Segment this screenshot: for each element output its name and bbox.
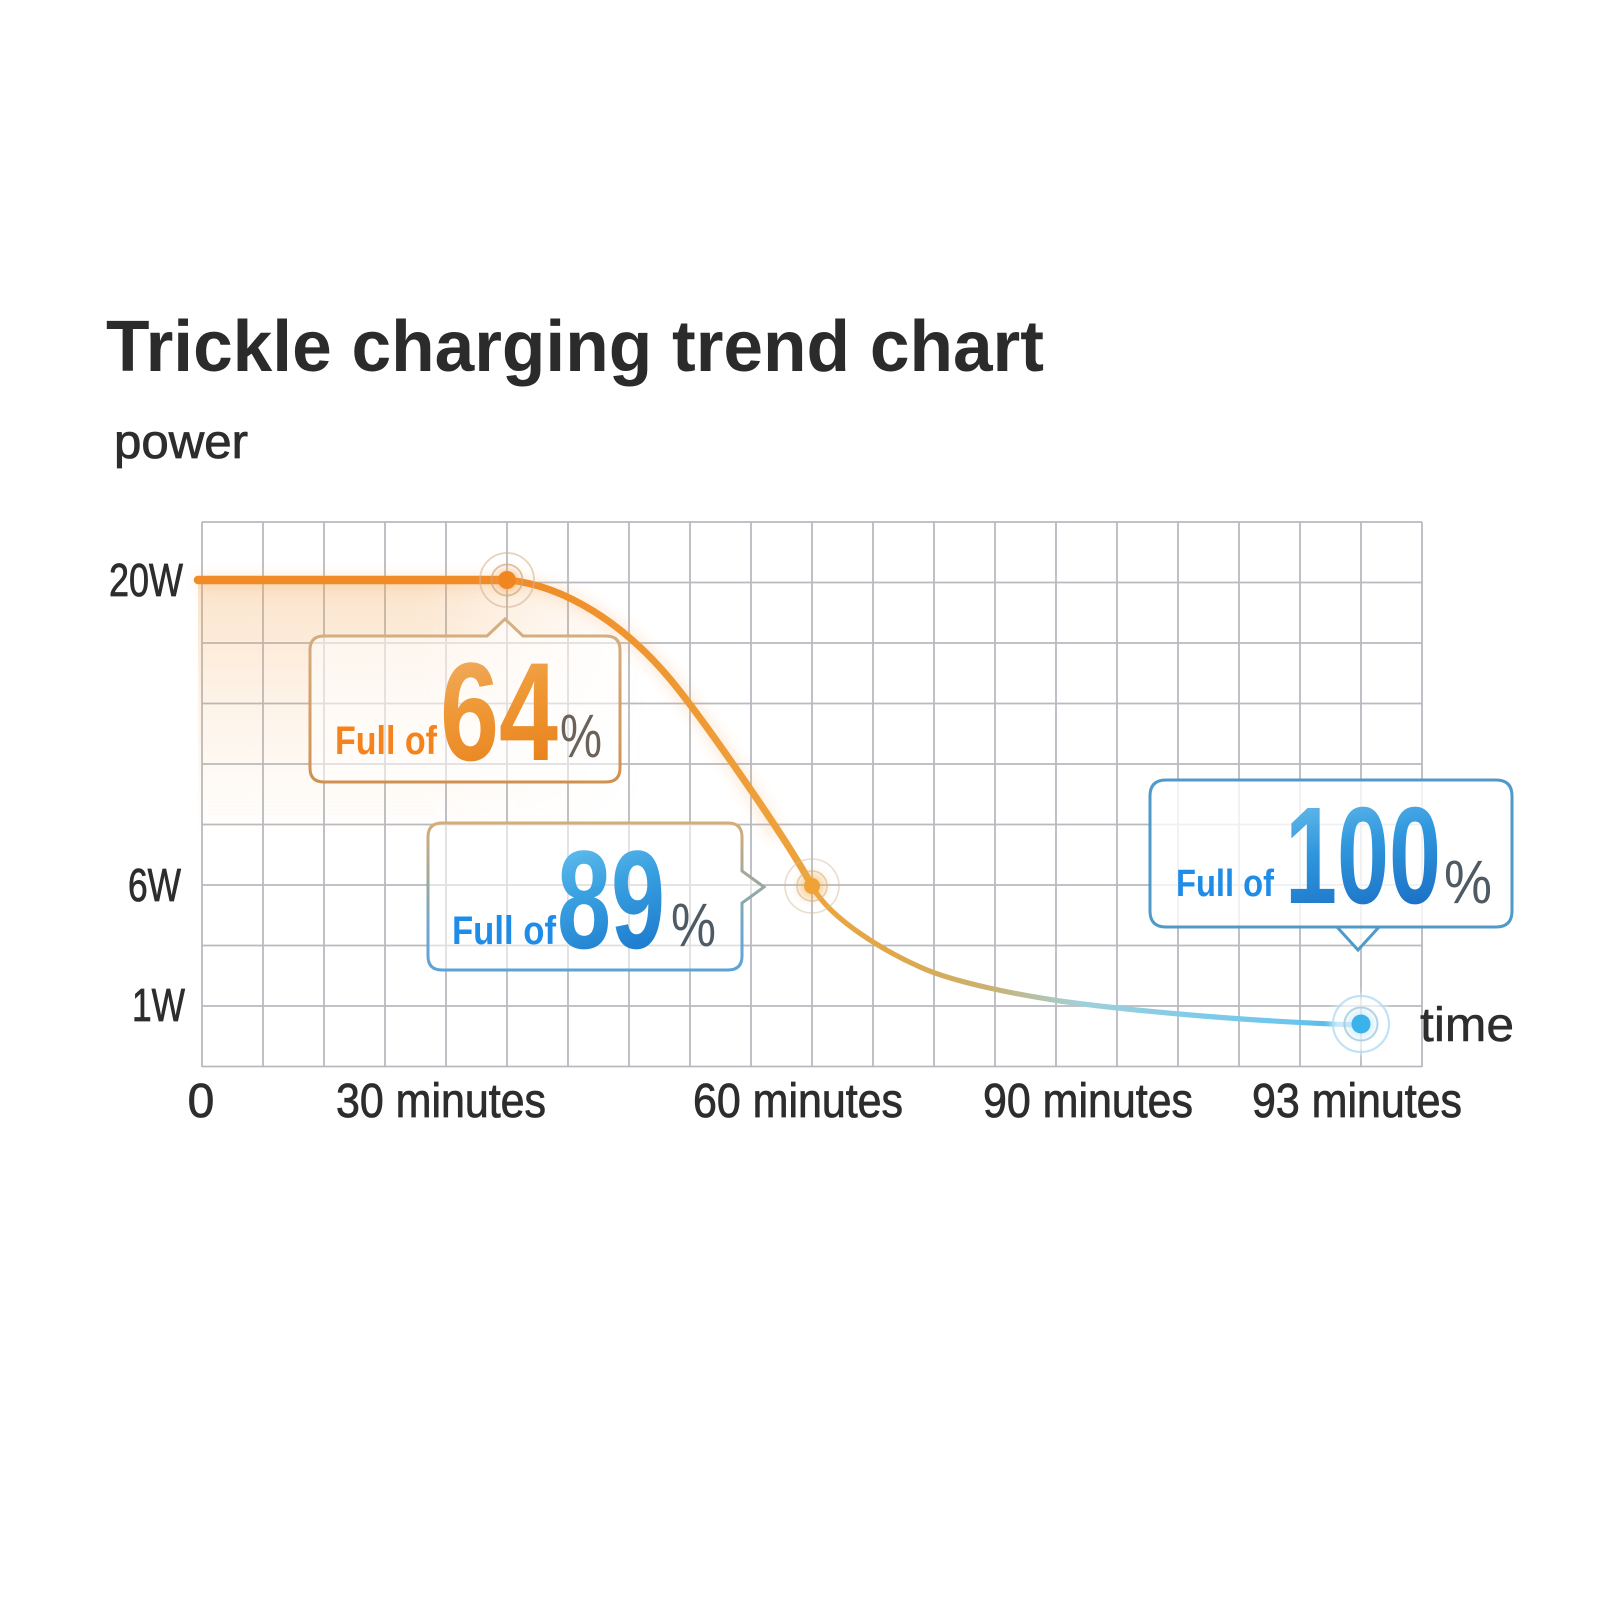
svg-text:90 minutes: 90 minutes bbox=[983, 1075, 1193, 1128]
svg-text:6W: 6W bbox=[128, 859, 181, 911]
svg-text:60 minutes: 60 minutes bbox=[693, 1075, 903, 1128]
svg-text:64: 64 bbox=[440, 633, 558, 790]
svg-text:%: % bbox=[1444, 848, 1492, 916]
svg-text:0: 0 bbox=[188, 1075, 215, 1128]
svg-text:%: % bbox=[560, 702, 602, 770]
svg-text:power: power bbox=[114, 416, 248, 469]
svg-text:89: 89 bbox=[557, 821, 665, 978]
svg-text:Full of: Full of bbox=[335, 719, 438, 763]
svg-text:Full of: Full of bbox=[452, 909, 557, 953]
svg-text:93 minutes: 93 minutes bbox=[1252, 1075, 1462, 1128]
svg-text:time: time bbox=[1420, 999, 1514, 1052]
svg-text:20W: 20W bbox=[109, 554, 183, 606]
svg-text:30 minutes: 30 minutes bbox=[336, 1075, 546, 1128]
svg-text:%: % bbox=[671, 891, 716, 959]
svg-text:Trickle charging trend chart: Trickle charging trend chart bbox=[106, 307, 1044, 387]
svg-text:100: 100 bbox=[1285, 779, 1441, 933]
svg-text:Full of: Full of bbox=[1176, 863, 1274, 905]
svg-text:1W: 1W bbox=[132, 979, 185, 1031]
